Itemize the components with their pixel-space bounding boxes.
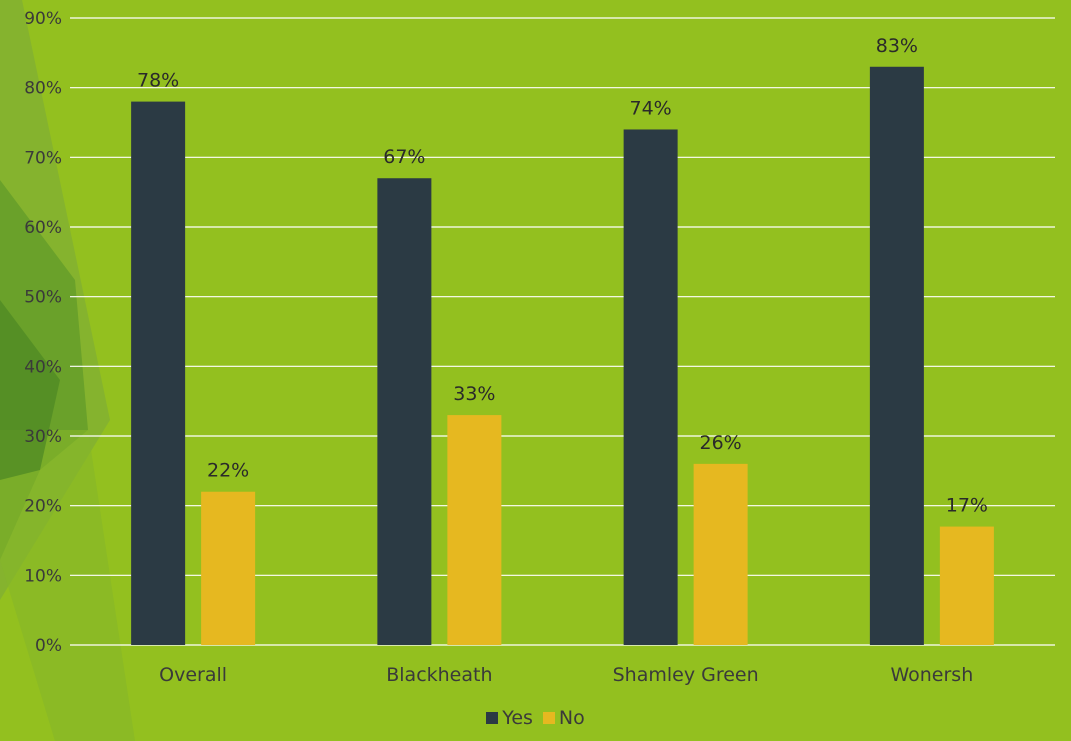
bars <box>131 66 994 646</box>
bar-no-overall <box>201 491 256 645</box>
category-label: Shamley Green <box>613 664 759 686</box>
data-label: 78% <box>137 70 179 92</box>
y-tick-label: 40% <box>24 357 62 377</box>
bar-no-blackheath <box>447 415 502 645</box>
decor-shape-dark <box>0 300 60 480</box>
legend-label-no: No <box>558 707 585 729</box>
data-label: 83% <box>876 35 918 57</box>
y-tick-label: 90% <box>24 9 62 29</box>
category-label: Wonersh <box>890 664 973 686</box>
legend-label-yes: Yes <box>502 707 533 729</box>
data-label: 22% <box>207 460 249 482</box>
bar-no-wonersh <box>939 526 994 645</box>
bar-yes-blackheath <box>377 178 432 645</box>
legend: Yes No <box>0 707 1071 729</box>
y-tick-label: 30% <box>24 427 62 447</box>
bar-yes-overall <box>131 101 186 646</box>
data-labels: 78% 22% 67% 33% 74% 26% 83% 17% <box>137 35 988 517</box>
y-tick-label: 70% <box>24 148 62 168</box>
legend-swatch-no <box>542 712 555 724</box>
y-tick-label: 80% <box>24 79 62 99</box>
y-axis-ticks: 0% 10% 20% 30% 40% 50% 60% 70% 80% 90% <box>24 9 62 656</box>
bar-yes-shamley-green <box>623 129 678 645</box>
data-label: 33% <box>453 383 495 405</box>
y-tick-label: 60% <box>24 218 62 238</box>
bar-yes-wonersh <box>869 66 924 646</box>
legend-item-no: No <box>542 707 585 729</box>
data-label: 26% <box>700 432 742 454</box>
data-label: 17% <box>946 495 988 517</box>
y-tick-label: 50% <box>24 288 62 308</box>
legend-item-yes: Yes <box>486 707 533 729</box>
data-label: 74% <box>630 97 672 119</box>
decor-shape-low <box>0 430 135 741</box>
category-label: Blackheath <box>386 664 492 686</box>
legend-swatch-yes <box>486 712 499 724</box>
bar-chart: 0% 10% 20% 30% 40% 50% 60% 70% 80% 90% 78% 22% 67% 3… <box>24 9 1055 686</box>
y-tick-label: 10% <box>24 566 62 586</box>
category-label: Overall <box>159 664 227 686</box>
data-label: 67% <box>383 146 425 168</box>
category-labels: Overall Blackheath Shamley Green Wonersh <box>159 664 973 686</box>
y-tick-label: 20% <box>24 497 62 517</box>
y-tick-label: 0% <box>35 636 62 656</box>
bar-no-shamley-green <box>693 463 748 645</box>
